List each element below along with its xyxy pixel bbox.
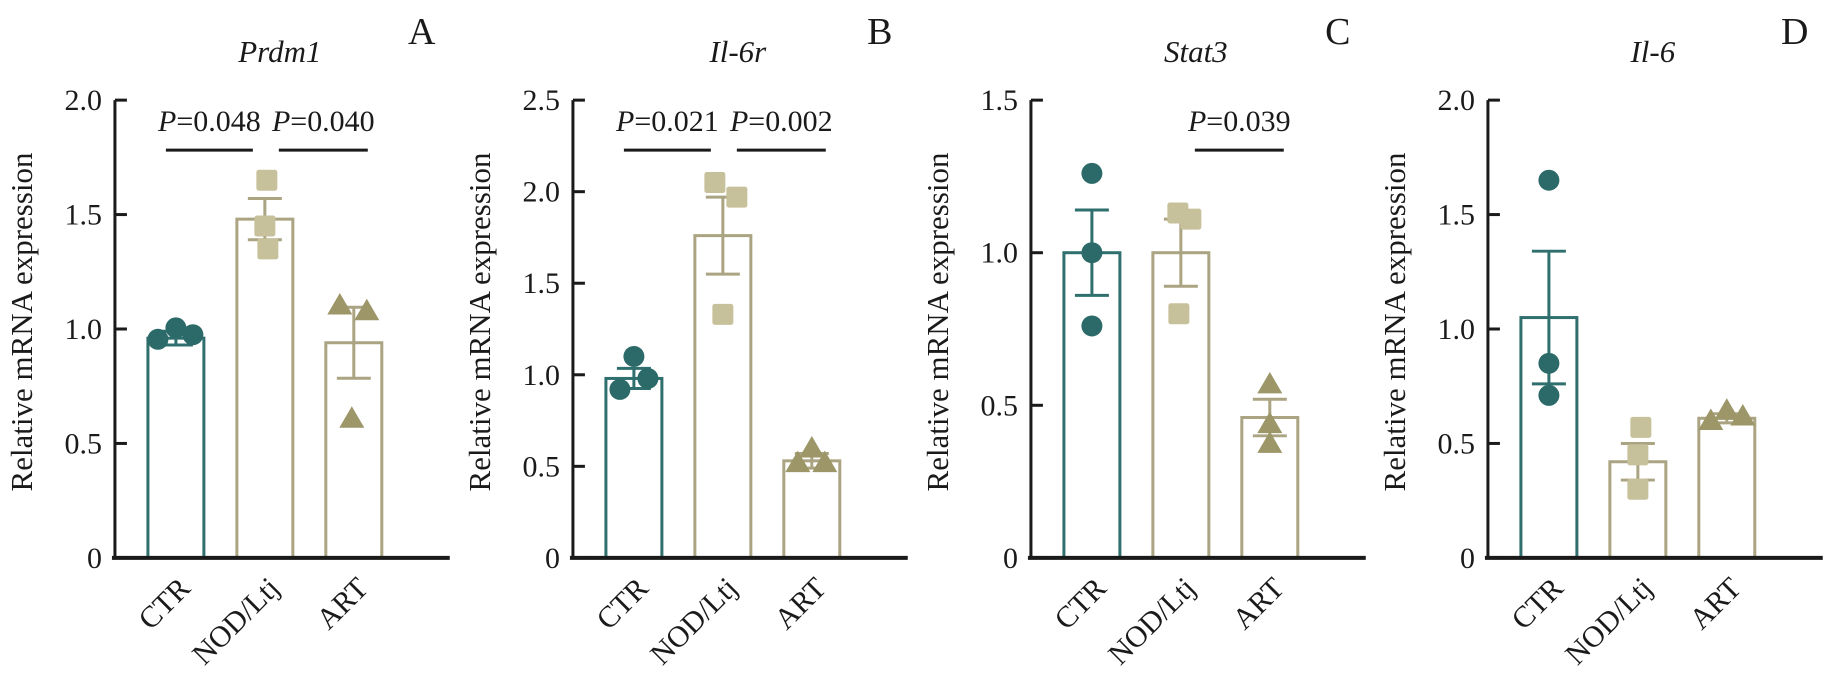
- bar-ART: [1697, 416, 1757, 560]
- y-tick-label: 1.0: [980, 237, 1017, 270]
- y-tick-label: 0.5: [522, 450, 559, 483]
- data-point-triangle: [1256, 371, 1282, 394]
- y-tick-label: 2.5: [522, 84, 559, 117]
- data-point-circle: [1538, 352, 1560, 374]
- x-tick-label-NOD/Ltj: NOD/Ltj: [186, 571, 286, 671]
- x-tick-label-NOD/Ltj: NOD/Ltj: [1101, 571, 1201, 671]
- panel-letter: B: [867, 11, 892, 53]
- p-value-label: P=0.021: [615, 105, 719, 138]
- data-point-square: [704, 172, 726, 194]
- bar-NOD/Ltj: [1150, 251, 1210, 560]
- panel-letter: A: [408, 11, 436, 53]
- y-tick-label: 1.0: [1438, 313, 1475, 346]
- x-tick-label-CTR: CTR: [1506, 571, 1571, 636]
- y-tick-label: 1.5: [980, 84, 1017, 117]
- p-value-label: P=0.002: [729, 105, 833, 138]
- bar-ART: [782, 459, 842, 560]
- data-point-triangle: [785, 450, 811, 473]
- y-tick-label: 1.5: [1438, 199, 1475, 232]
- y-axis-label: Relative mRNA expression: [919, 152, 954, 491]
- data-point-triangle: [1714, 398, 1740, 420]
- data-point-square: [712, 303, 734, 325]
- data-point-square: [1627, 444, 1649, 466]
- data-point-square: [1630, 416, 1652, 438]
- y-axis-label: Relative mRNA expression: [4, 152, 39, 491]
- data-point-circle: [637, 367, 659, 389]
- data-point-triangle: [327, 292, 353, 315]
- data-point-circle: [147, 328, 169, 350]
- bar-CTR: [1061, 251, 1121, 560]
- data-point-circle: [1080, 242, 1102, 264]
- data-point-square: [1627, 478, 1649, 500]
- x-tick-label-ART: ART: [768, 571, 832, 635]
- y-axis-label: Relative mRNA expression: [462, 152, 497, 491]
- x-tick-label-ART: ART: [1226, 571, 1290, 635]
- p-value-label: P=0.048: [157, 105, 261, 138]
- y-tick-label: 0: [545, 542, 560, 575]
- x-tick-label-CTR: CTR: [1048, 571, 1113, 636]
- x-tick-label-NOD/Ltj: NOD/Ltj: [644, 571, 744, 671]
- y-tick-label: 2.0: [64, 84, 101, 117]
- x-tick-label-ART: ART: [1684, 571, 1748, 635]
- data-point-triangle: [1256, 411, 1282, 434]
- data-point-circle: [182, 324, 204, 346]
- y-axis-label: Relative mRNA expression: [1377, 152, 1412, 491]
- data-point-triangle: [799, 436, 825, 458]
- bar-NOD/Ltj: [235, 217, 295, 560]
- data-point-triangle: [812, 450, 838, 473]
- y-tick-label: 1.0: [522, 359, 559, 392]
- data-point-triangle: [354, 298, 380, 321]
- panel-letter: C: [1325, 11, 1350, 53]
- data-point-triangle: [1698, 408, 1724, 431]
- data-point-circle: [609, 378, 631, 400]
- data-point-circle: [1538, 384, 1560, 406]
- y-tick-label: 1.0: [64, 313, 101, 346]
- data-point-circle: [1538, 169, 1560, 191]
- x-tick-label-ART: ART: [310, 571, 374, 635]
- panel-letter: D: [1781, 11, 1808, 53]
- y-tick-label: 1.5: [522, 267, 559, 300]
- bar-CTR: [604, 376, 664, 560]
- y-tick-label: 0: [1002, 542, 1017, 575]
- data-point-square: [257, 238, 279, 260]
- data-point-square: [1167, 303, 1189, 325]
- y-tick-label: 0.5: [64, 427, 101, 460]
- bar-NOD/Ltj: [693, 234, 753, 560]
- y-tick-label: 2.0: [1438, 84, 1475, 117]
- y-tick-label: 0: [1460, 542, 1475, 575]
- data-point-circle: [623, 345, 645, 367]
- panel-title: Il-6: [1630, 34, 1676, 69]
- data-point-square: [256, 169, 278, 191]
- data-point-square: [726, 186, 748, 208]
- data-point-circle: [1080, 162, 1102, 184]
- p-value-label: P=0.040: [271, 105, 375, 138]
- x-tick-label-CTR: CTR: [590, 571, 655, 636]
- y-tick-label: 0: [87, 542, 102, 575]
- p-value-label: P=0.039: [1186, 105, 1290, 138]
- x-tick-label-CTR: CTR: [132, 571, 197, 636]
- panel-title: Prdm1: [237, 34, 321, 69]
- x-tick-label-NOD/Ltj: NOD/Ltj: [1559, 571, 1659, 671]
- data-point-circle: [1080, 315, 1102, 337]
- data-point-triangle: [1730, 403, 1756, 426]
- data-point-square: [254, 215, 276, 237]
- y-tick-label: 1.5: [64, 199, 101, 232]
- y-tick-label: 2.0: [522, 176, 559, 209]
- data-point-triangle: [1256, 431, 1282, 453]
- y-tick-label: 0.5: [1438, 427, 1475, 460]
- data-point-circle: [165, 317, 187, 339]
- bar-CTR: [146, 336, 206, 560]
- data-point-triangle: [339, 406, 365, 428]
- y-tick-label: 0.5: [980, 389, 1017, 422]
- panel-title: Il-6r: [708, 34, 767, 69]
- panel-title: Stat3: [1164, 34, 1228, 69]
- data-point-square: [1179, 208, 1201, 230]
